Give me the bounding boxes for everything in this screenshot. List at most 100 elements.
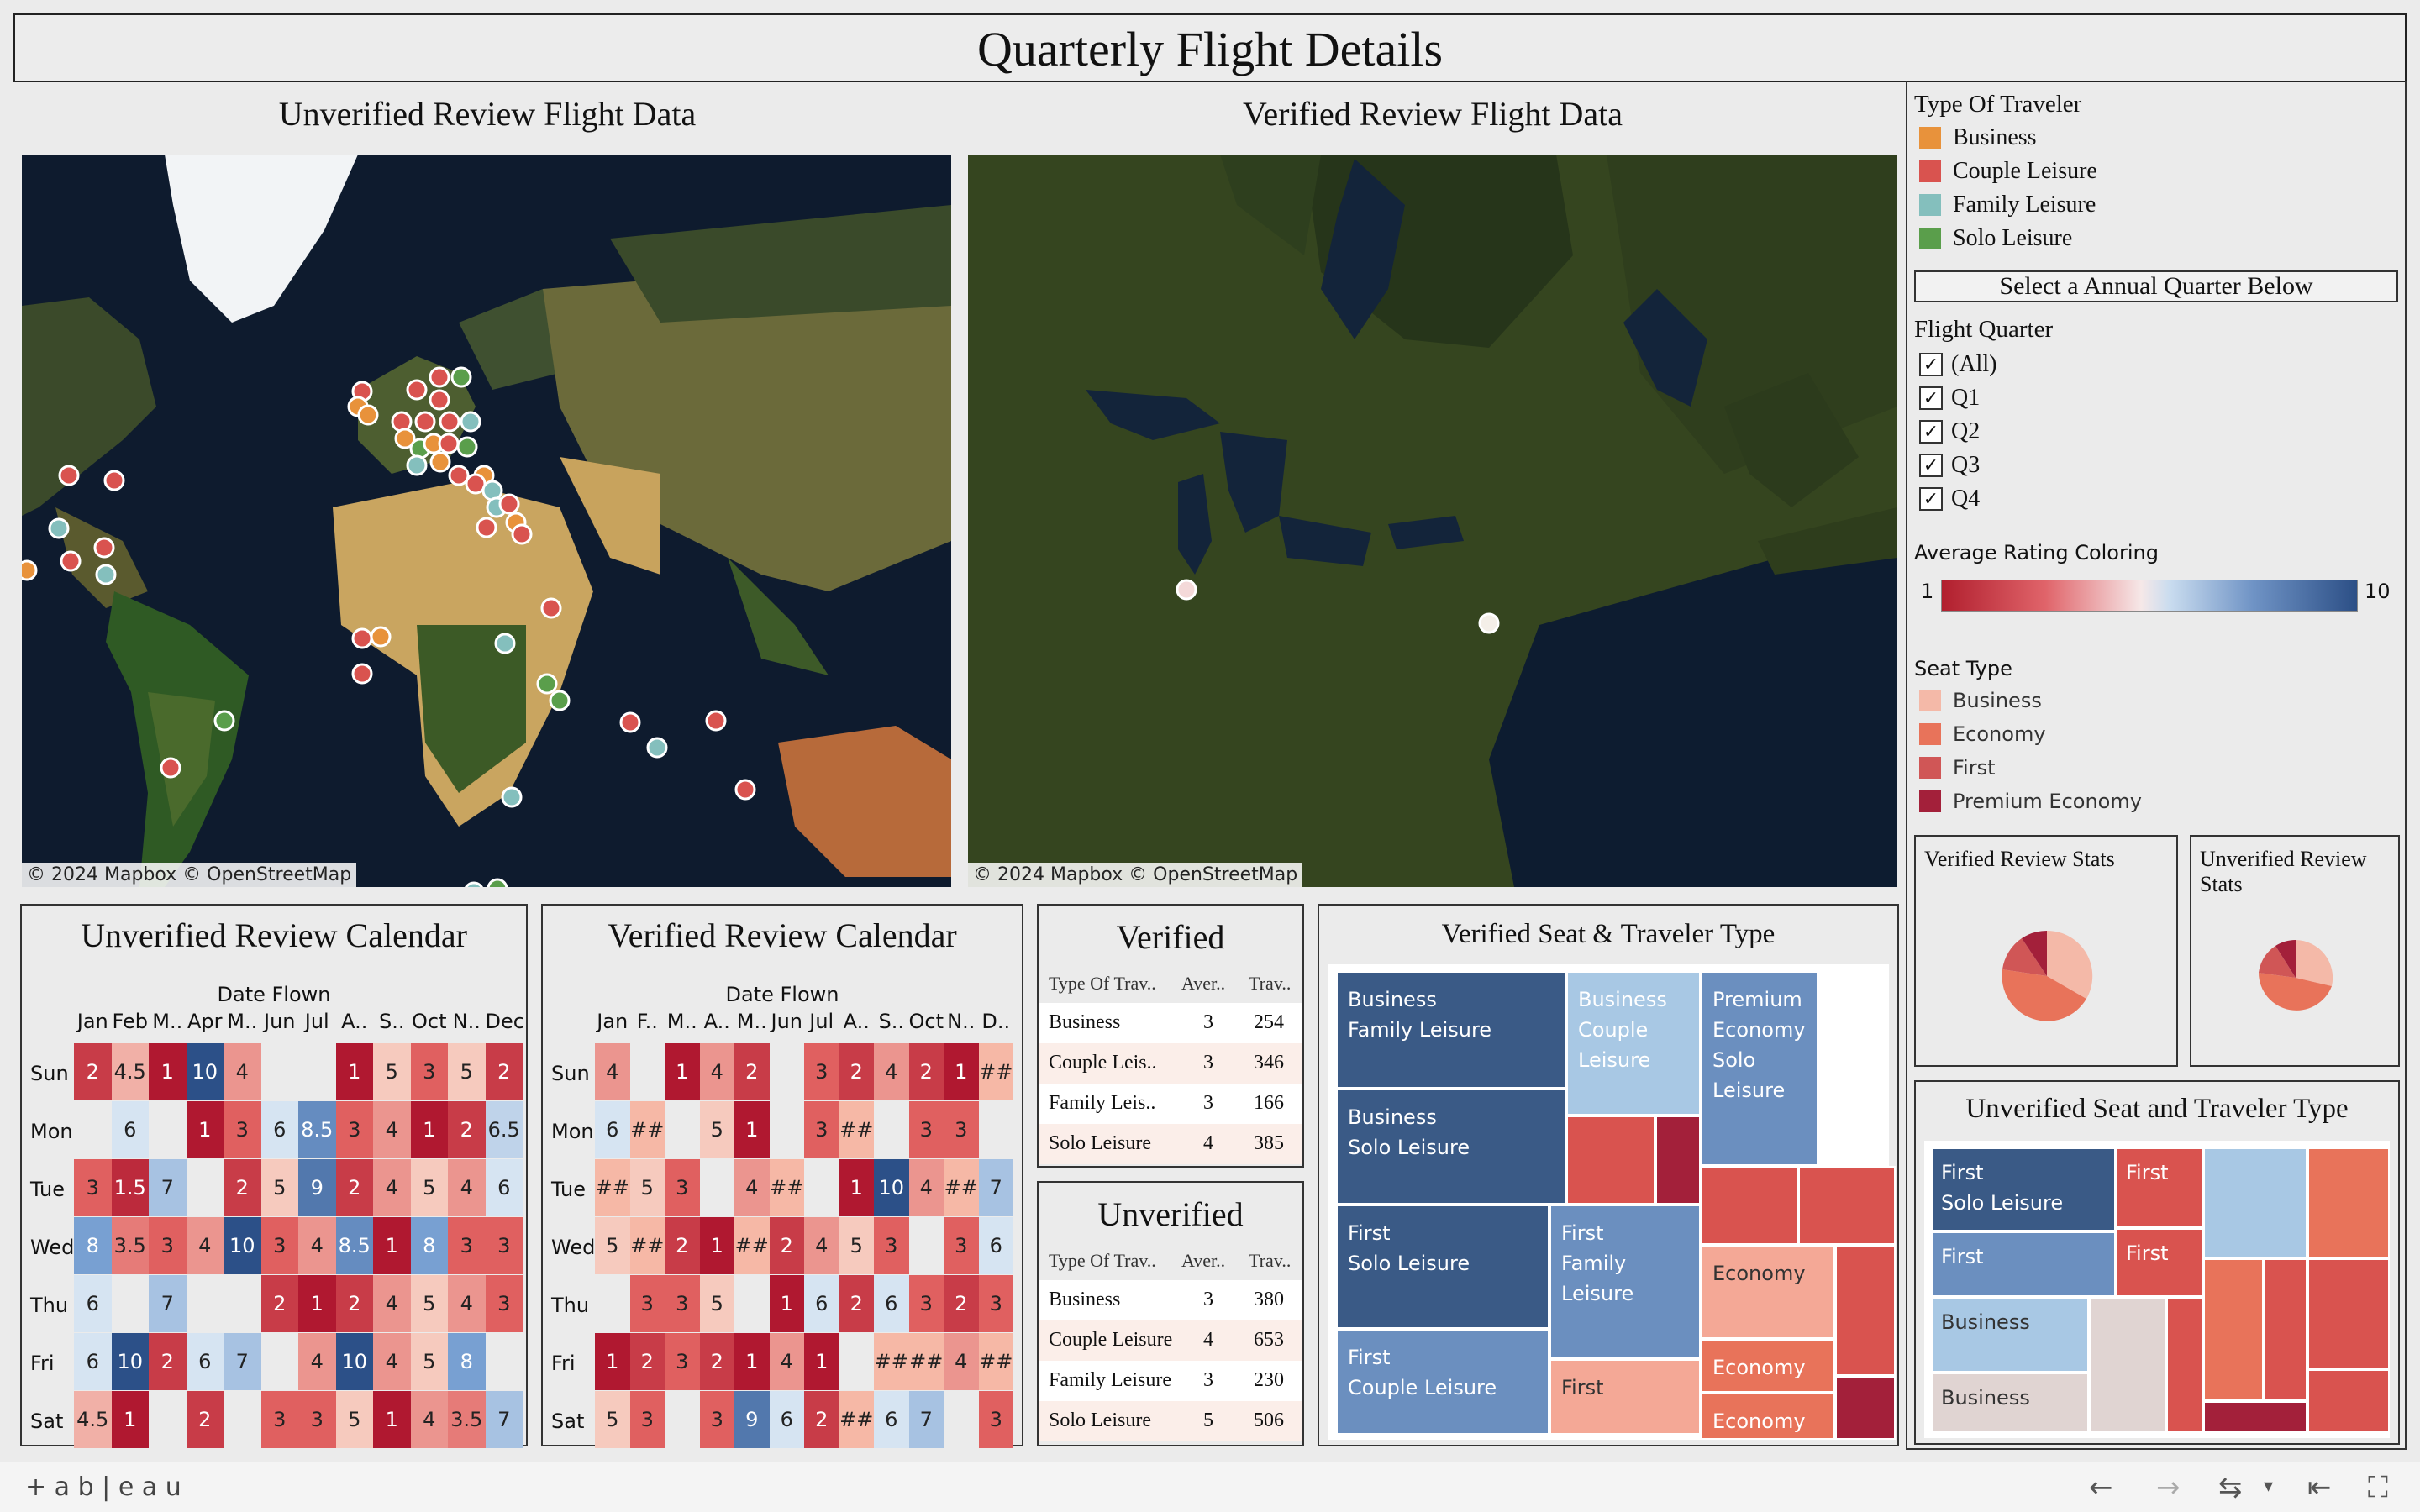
undo-icon[interactable]: ←	[2089, 1471, 2113, 1504]
table-row[interactable]	[1039, 1003, 1302, 1043]
verified-pie-chart[interactable]	[1998, 927, 2096, 1025]
traveler-legend-item[interactable]: Family Leisure	[1919, 192, 2096, 218]
calendar-cell[interactable]: 6	[111, 1101, 149, 1158]
calendar-cell[interactable]: 2	[804, 1391, 839, 1448]
calendar-cell[interactable]: ##	[595, 1159, 630, 1216]
calendar-cell[interactable]	[804, 1159, 839, 1216]
calendar-cell[interactable]: 6	[186, 1333, 224, 1390]
calendar-cell[interactable]: 5	[335, 1391, 373, 1448]
calendar-cell[interactable]: 4	[298, 1333, 336, 1390]
calendar-cell[interactable]	[978, 1101, 1013, 1158]
calendar-cell[interactable]: 4	[699, 1043, 734, 1100]
calendar-cell[interactable]: 4	[373, 1159, 411, 1216]
calendar-cell[interactable]: ##	[978, 1333, 1013, 1390]
calendar-cell[interactable]: 2	[335, 1159, 373, 1216]
calendar-cell[interactable]: 8	[74, 1217, 112, 1274]
calendar-cell[interactable]: 5	[373, 1043, 411, 1100]
calendar-cell[interactable]: 6	[74, 1275, 112, 1332]
map-attribution[interactable]: © 2024 Mapbox © OpenStreetMap	[22, 863, 357, 887]
fullscreen-icon[interactable]: ⛶	[2368, 1471, 2388, 1504]
calendar-cell[interactable]	[224, 1391, 261, 1448]
calendar-cell[interactable]: 9	[734, 1391, 770, 1448]
calendar-cell[interactable]: 1	[839, 1159, 874, 1216]
calendar-cell[interactable]: 1	[149, 1043, 187, 1100]
calendar-cell[interactable]	[908, 1217, 944, 1274]
calendar-cell[interactable]: 1	[734, 1333, 770, 1390]
calendar-cell[interactable]: 5	[595, 1217, 630, 1274]
calendar-cell[interactable]: 6	[978, 1217, 1013, 1274]
calendar-cell[interactable]: 1	[944, 1043, 979, 1100]
calendar-cell[interactable]: ##	[944, 1159, 979, 1216]
calendar-cell[interactable]	[665, 1101, 700, 1158]
calendar-cell[interactable]: ##	[769, 1159, 804, 1216]
calendar-cell[interactable]: 10	[335, 1333, 373, 1390]
table-row[interactable]	[1039, 1280, 1302, 1320]
calendar-cell[interactable]	[944, 1391, 979, 1448]
calendar-cell[interactable]: 10	[186, 1043, 224, 1100]
calendar-cell[interactable]	[734, 1275, 770, 1332]
calendar-cell[interactable]: 4	[186, 1217, 224, 1274]
calendar-cell[interactable]: 3	[74, 1159, 112, 1216]
table-row[interactable]	[1039, 1361, 1302, 1401]
calendar-cell[interactable]: ##	[629, 1101, 665, 1158]
quarter-checkbox-item[interactable]: ✓ (All)	[1919, 351, 1996, 378]
calendar-cell[interactable]: 1	[373, 1391, 411, 1448]
calendar-cell[interactable]: 6	[874, 1391, 909, 1448]
calendar-cell[interactable]: 3	[335, 1101, 373, 1158]
calendar-cell[interactable]: 5	[410, 1159, 448, 1216]
seat-legend-item[interactable]: Economy	[1919, 722, 2046, 746]
traveler-legend-item[interactable]: Couple Leisure	[1919, 158, 2097, 185]
calendar-cell[interactable]: 1	[335, 1043, 373, 1100]
calendar-cell[interactable]: 5	[699, 1101, 734, 1158]
calendar-cell[interactable]: 1	[410, 1101, 448, 1158]
calendar-cell[interactable]: 7	[224, 1333, 261, 1390]
calendar-cell[interactable]	[874, 1101, 909, 1158]
calendar-cell[interactable]	[186, 1275, 224, 1332]
table-header[interactable]: Trav..	[1249, 1250, 1292, 1271]
calendar-cell[interactable]: 3	[944, 1217, 979, 1274]
calendar-cell[interactable]: 4	[908, 1159, 944, 1216]
calendar-cell[interactable]: 2	[944, 1275, 979, 1332]
calendar-cell[interactable]: 2	[699, 1333, 734, 1390]
calendar-cell[interactable]: 3	[260, 1391, 298, 1448]
calendar-cell[interactable]: 3	[978, 1391, 1013, 1448]
calendar-cell[interactable]: 4	[448, 1159, 486, 1216]
calendar-cell[interactable]: 1	[298, 1275, 336, 1332]
checkbox-checked-icon[interactable]: ✓	[1919, 353, 1943, 376]
calendar-cell[interactable]: 5	[410, 1333, 448, 1390]
calendar-cell[interactable]: 6	[804, 1275, 839, 1332]
calendar-cell[interactable]: ##	[629, 1217, 665, 1274]
calendar-cell[interactable]: 4.5	[74, 1391, 112, 1448]
calendar-cell[interactable]: 3	[410, 1043, 448, 1100]
calendar-cell[interactable]: 3	[448, 1217, 486, 1274]
calendar-cell[interactable]	[769, 1043, 804, 1100]
calendar-cell[interactable]	[298, 1043, 336, 1100]
verified-treemap[interactable]: Business Family Leisure Business Solo Leis…	[1328, 964, 1896, 1440]
calendar-cell[interactable]: 6	[485, 1159, 523, 1216]
calendar-cell[interactable]	[111, 1275, 149, 1332]
table-header[interactable]: Trav..	[1249, 973, 1292, 994]
verified-map[interactable]: © 2024 Mapbox © OpenStreetMap	[968, 155, 1897, 887]
calendar-cell[interactable]: 7	[978, 1159, 1013, 1216]
checkbox-checked-icon[interactable]: ✓	[1919, 386, 1943, 410]
calendar-cell[interactable]: 4	[298, 1217, 336, 1274]
calendar-cell[interactable]: 4	[944, 1333, 979, 1390]
table-row[interactable]	[1039, 1401, 1302, 1441]
unverified-map[interactable]: © 2024 Mapbox © OpenStreetMap	[22, 155, 951, 887]
calendar-cell[interactable]: 1	[111, 1391, 149, 1448]
calendar-cell[interactable]: 4	[373, 1101, 411, 1158]
calendar-cell[interactable]: 2	[149, 1333, 187, 1390]
calendar-cell[interactable]: 7	[485, 1391, 523, 1448]
calendar-cell[interactable]	[74, 1101, 112, 1158]
table-row[interactable]	[1039, 1043, 1302, 1084]
calendar-cell[interactable]: 5	[410, 1275, 448, 1332]
calendar-cell[interactable]: ##	[908, 1333, 944, 1390]
table-row[interactable]	[1039, 1084, 1302, 1124]
calendar-cell[interactable]	[629, 1043, 665, 1100]
calendar-cell[interactable]: 3	[804, 1101, 839, 1158]
calendar-cell[interactable]	[260, 1333, 298, 1390]
calendar-cell[interactable]: 10	[111, 1333, 149, 1390]
calendar-cell[interactable]	[839, 1333, 874, 1390]
calendar-cell[interactable]: 3	[874, 1217, 909, 1274]
calendar-cell[interactable]: 3	[629, 1275, 665, 1332]
